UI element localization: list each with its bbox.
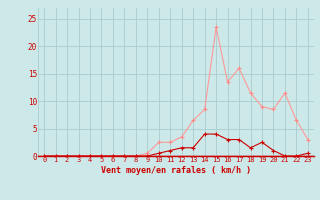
- X-axis label: Vent moyen/en rafales ( km/h ): Vent moyen/en rafales ( km/h ): [101, 166, 251, 175]
